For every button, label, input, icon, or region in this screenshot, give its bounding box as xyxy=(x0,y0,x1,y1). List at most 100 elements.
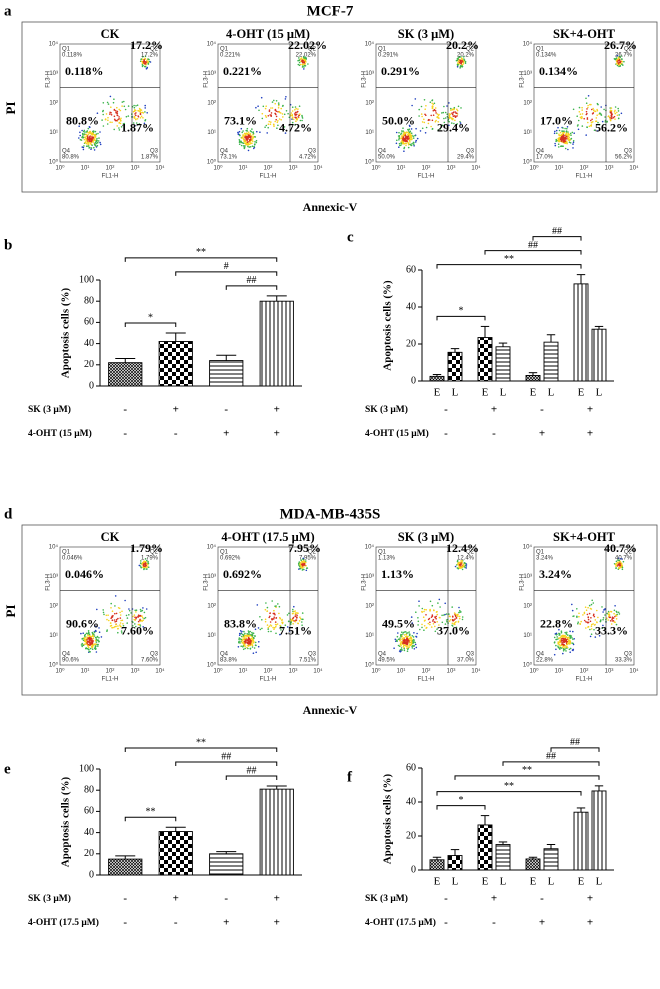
event-dot xyxy=(562,648,565,650)
event-dot xyxy=(119,611,121,614)
event-dot xyxy=(294,610,297,612)
event-dot xyxy=(240,144,243,147)
event-dot xyxy=(238,139,241,141)
significance-bracket xyxy=(436,805,486,810)
event-dot xyxy=(421,607,424,610)
significance-bracket xyxy=(225,775,278,780)
event-dot xyxy=(591,108,593,111)
event-dot xyxy=(141,60,143,63)
event-dot xyxy=(96,137,98,140)
event-dot xyxy=(117,617,119,620)
event-dot xyxy=(134,616,136,618)
y-tick-label: 10¹ xyxy=(365,130,374,136)
event-dot xyxy=(568,133,571,136)
event-dot xyxy=(572,143,574,145)
event-dot xyxy=(120,126,123,128)
event-dot xyxy=(251,137,253,140)
event-dot xyxy=(460,611,462,613)
event-dot xyxy=(277,107,280,109)
event-dot xyxy=(569,636,572,638)
event-dot xyxy=(81,637,84,640)
event-dot xyxy=(459,609,461,612)
condition-value: + xyxy=(274,428,280,440)
event-dot xyxy=(117,631,119,634)
event-dot xyxy=(89,635,92,637)
event-dot xyxy=(247,138,249,140)
event-dot xyxy=(266,132,269,134)
event-dot xyxy=(270,115,273,117)
panel-label: c xyxy=(347,229,354,245)
event-dot xyxy=(96,141,99,144)
event-dot xyxy=(441,614,443,617)
event-dot xyxy=(296,614,298,617)
event-dot xyxy=(585,97,587,100)
event-dot xyxy=(271,107,274,109)
event-dot xyxy=(143,611,146,614)
y-tick-label: 0 xyxy=(411,375,416,386)
event-dot xyxy=(411,622,414,624)
event-dot xyxy=(437,121,440,123)
event-dot xyxy=(91,138,93,140)
bar xyxy=(543,341,559,382)
event-dot xyxy=(587,626,589,628)
event-dot xyxy=(590,628,593,630)
event-dot xyxy=(301,566,304,568)
event-dot xyxy=(130,612,132,614)
event-dot xyxy=(269,621,272,623)
event-dot xyxy=(558,129,561,132)
event-dot xyxy=(116,112,119,114)
quadrant-name: Q4 xyxy=(378,652,387,658)
event-dot xyxy=(614,615,616,618)
event-dot xyxy=(620,566,622,568)
event-dot xyxy=(106,101,109,104)
event-dot xyxy=(573,132,575,134)
event-dot xyxy=(425,609,428,611)
event-dot xyxy=(455,626,458,629)
event-dot xyxy=(280,629,282,631)
event-dot xyxy=(240,645,242,647)
event-dot xyxy=(86,647,88,650)
plot-x-label: FL1-H xyxy=(576,174,593,180)
y-tick-label: 10⁴ xyxy=(365,544,375,551)
event-dot xyxy=(294,615,297,617)
event-dot xyxy=(561,646,564,648)
quadrant-name: Q2 xyxy=(624,47,633,53)
plot-x-label: FL1-H xyxy=(418,677,435,683)
event-dot xyxy=(143,617,145,620)
event-dot xyxy=(91,635,94,638)
event-dot xyxy=(255,139,258,142)
event-dot xyxy=(105,113,108,115)
x-tick-label: 10³ xyxy=(447,669,456,675)
event-dot xyxy=(621,558,623,560)
event-dot xyxy=(270,630,272,633)
event-dot xyxy=(458,60,460,62)
event-dot xyxy=(97,645,99,647)
event-dot xyxy=(83,129,86,132)
event-dot xyxy=(299,119,302,122)
event-dot xyxy=(275,625,277,628)
event-dot xyxy=(409,637,412,639)
condition-label: 4-OHT (15 μM) xyxy=(28,428,92,439)
event-dot xyxy=(251,642,253,644)
event-dot xyxy=(146,563,148,565)
event-dot xyxy=(290,619,293,622)
event-dot xyxy=(149,61,152,63)
event-dot xyxy=(112,101,115,104)
event-dot xyxy=(242,130,244,132)
event-dot xyxy=(119,614,122,616)
quadrant-value: 17.2% xyxy=(130,38,163,52)
significance-bracket xyxy=(175,761,278,766)
event-dot xyxy=(444,613,446,616)
event-dot xyxy=(457,105,460,108)
event-dot xyxy=(448,115,451,118)
event-dot xyxy=(114,119,116,121)
plot-x-label: FL1-H xyxy=(576,677,593,683)
event-dot xyxy=(247,145,249,148)
event-dot xyxy=(464,62,467,64)
x-tick-label: E xyxy=(434,387,441,399)
event-dot xyxy=(90,147,93,149)
event-dot xyxy=(133,614,136,616)
quadrant-small-value: 83.8% xyxy=(220,658,238,664)
event-dot xyxy=(140,562,142,565)
event-dot xyxy=(586,108,588,110)
